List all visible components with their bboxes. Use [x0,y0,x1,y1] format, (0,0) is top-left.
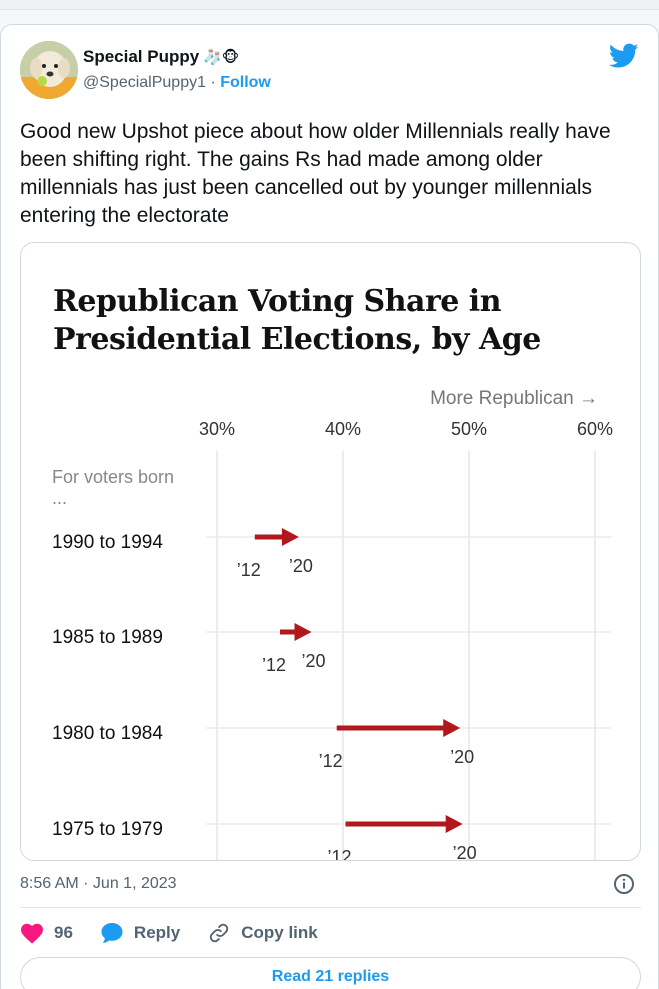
avatar[interactable] [20,41,78,99]
tweet-media-chart[interactable]: Republican Voting Share in Presidential … [20,242,641,861]
start-year-label: ’12 [319,751,343,771]
author-handle-row: @SpecialPuppy1 · Follow [83,74,271,92]
top-strip [0,0,659,10]
info-icon[interactable] [613,873,635,895]
end-year-label: ’20 [453,843,477,861]
like-button[interactable]: 96 [20,922,73,944]
row-label: 1985 to 1989 [52,627,163,648]
start-year-label: ’12 [262,655,286,675]
row-label: 1980 to 1984 [52,723,163,744]
like-count: 96 [54,923,73,942]
avatar-dog-image [20,41,78,99]
link-icon [210,923,229,943]
tweet-timestamp[interactable]: 8:56 AM · Jun 1, 2023 [20,875,177,892]
heart-icon [21,923,43,944]
action-bar: 96 Reply Copy link [20,921,345,945]
handle-separator: · [210,74,216,91]
row-label: 1975 to 1979 [52,819,163,840]
range-arrow-head [443,719,461,737]
end-year-label: ’20 [289,556,313,576]
x-tick-label: 30% [199,419,235,439]
x-tick-label: 60% [577,419,613,439]
row-label: 1990 to 1994 [52,532,163,553]
x-tick-label: 40% [325,419,361,439]
start-year-label: ’12 [328,847,352,861]
twitter-bird-icon[interactable] [609,43,639,69]
copy-link-button[interactable]: Copy link [207,922,318,944]
end-year-label: ’20 [301,651,325,671]
follow-button[interactable]: Follow [220,74,271,91]
author-emoji: 🧦🐵 [203,49,240,66]
reply-label: Reply [133,923,181,942]
author-handle[interactable]: @SpecialPuppy1 [83,74,206,91]
reply-bubble-icon [101,923,123,943]
chart-title: Republican Voting Share in Presidential … [53,284,541,357]
chart-svg: More Republican → 30% 40% 50% 60% For voter… [52,388,613,861]
x-tick-label: 50% [451,419,487,439]
reply-button[interactable]: Reply [100,922,180,944]
range-arrow-head [281,528,299,546]
author-name[interactable]: Special Puppy 🧦🐵 [83,47,239,67]
start-year-label: ’12 [237,560,261,580]
row-header-line2: ... [52,488,67,508]
author-name-text[interactable]: Special Puppy [83,47,200,66]
row-header: For voters born... [52,467,174,508]
range-arrow-head [294,623,312,641]
direction-label: More Republican → [430,388,598,409]
divider [20,907,641,908]
tweet-card: Special Puppy 🧦🐵 @SpecialPuppy1 · Follow … [0,24,659,989]
end-year-label: ’20 [450,747,474,767]
tweet-text: Good new Upshot piece about how older Mi… [20,120,611,227]
range-arrow-head [445,815,463,833]
copy-link-label: Copy link [241,923,318,942]
row-header-line1: For voters born [52,467,174,487]
read-replies-button[interactable]: Read 21 replies [20,957,641,989]
